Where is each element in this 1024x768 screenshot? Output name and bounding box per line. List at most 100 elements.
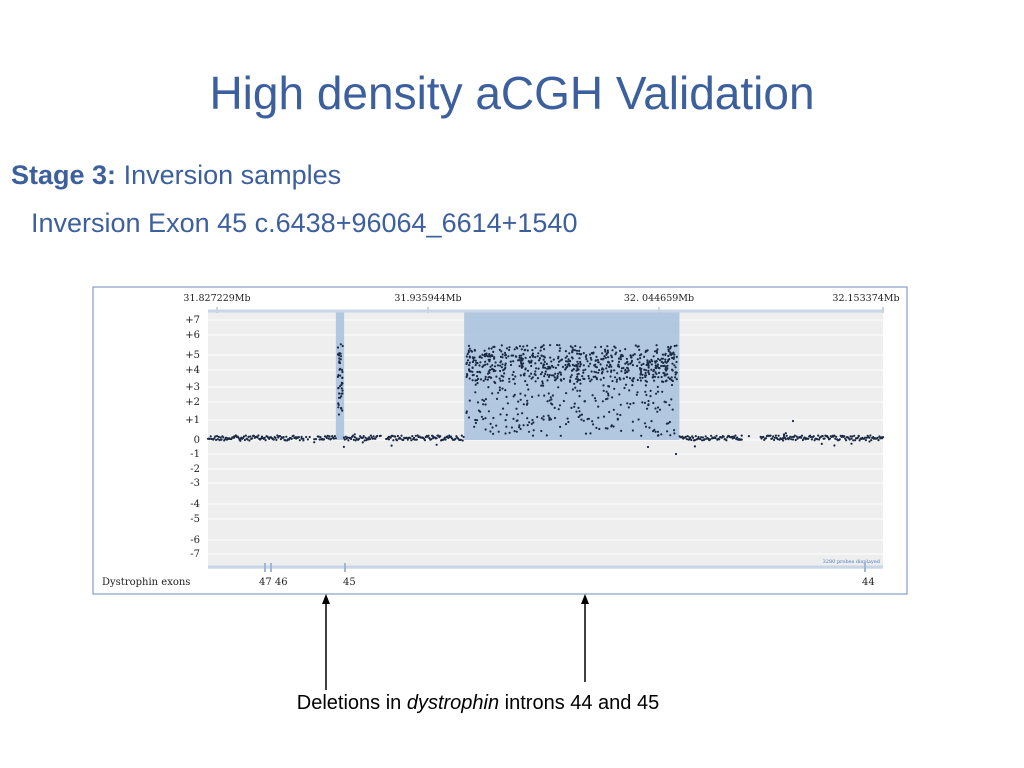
probe-point (598, 369, 601, 372)
probe-point (577, 379, 580, 382)
exon-markers (264, 563, 866, 572)
probe-point (540, 429, 543, 433)
probe-point (610, 369, 613, 372)
probe-point (484, 398, 487, 401)
probe-point (670, 383, 674, 387)
probe-point (647, 399, 650, 403)
probe-point (522, 373, 525, 376)
probe-point (487, 355, 490, 358)
probe-point (505, 347, 509, 350)
probe-point (468, 399, 471, 402)
probe-point (659, 359, 662, 362)
probe-point (654, 364, 657, 367)
probe-point (800, 434, 804, 437)
probe-point (489, 422, 492, 425)
probe-point (660, 380, 664, 383)
probe-point (347, 439, 350, 442)
probe-point (338, 361, 341, 364)
probe-point (557, 372, 560, 375)
probe-point (795, 435, 798, 438)
probe-point (689, 436, 692, 440)
probe-point (372, 435, 375, 438)
probe-point (640, 370, 643, 373)
probe-point (547, 375, 551, 378)
probe-point (300, 435, 303, 438)
probe-point (810, 438, 814, 441)
probe-point (415, 438, 418, 441)
probe-point (249, 435, 252, 438)
probe-point (638, 354, 642, 357)
probe-point (470, 350, 474, 353)
probe-point (534, 362, 537, 365)
y-tick-label: -7 (190, 549, 200, 560)
probe-point (339, 355, 343, 358)
probe-point (620, 429, 623, 432)
probe-point (410, 439, 413, 442)
probe-point (515, 430, 518, 433)
probe-point (475, 419, 479, 422)
probe-point (850, 437, 853, 440)
probe-point (709, 438, 712, 441)
probe-point (654, 361, 657, 364)
probe-point (560, 379, 563, 382)
probe-point (519, 398, 522, 401)
probe-point (414, 434, 417, 437)
probe-point (645, 393, 648, 397)
probe-point (494, 361, 497, 364)
probe-point (603, 348, 607, 351)
probe-point (483, 349, 486, 352)
probe-point (534, 356, 537, 359)
probe-point (620, 370, 623, 373)
probe-point (361, 436, 364, 439)
probe-point (601, 400, 605, 403)
probe-point (667, 376, 670, 379)
probe-point (657, 376, 660, 379)
probe-point (468, 377, 471, 380)
probe-point (278, 435, 282, 438)
probe-point (638, 361, 641, 364)
probe-point (584, 368, 587, 371)
probe-point (671, 369, 674, 372)
probe-point (546, 373, 549, 376)
probe-point (675, 360, 678, 364)
probe-point (341, 344, 344, 348)
probe-point (869, 434, 872, 437)
probe-point (239, 439, 242, 442)
probe-point (391, 434, 394, 437)
probe-point (495, 397, 499, 400)
probe-point (290, 437, 293, 440)
probe-point (606, 345, 609, 348)
caption-gene: dystrophin (406, 692, 500, 714)
probe-point (864, 439, 868, 442)
probe-point (602, 376, 605, 379)
probe-point (482, 364, 485, 367)
probe-point (487, 347, 491, 350)
probe-point (638, 348, 641, 351)
probe-point (633, 353, 636, 356)
probe-point (392, 439, 395, 442)
probe-point (498, 377, 501, 380)
probe-point (528, 375, 531, 378)
probe-point (328, 435, 331, 438)
probe-point (484, 417, 487, 420)
probe-point (437, 434, 440, 437)
probe-point (722, 435, 725, 438)
probe-point (476, 382, 479, 385)
probe-point (619, 403, 622, 406)
probe-point (492, 416, 495, 420)
probe-point (368, 436, 371, 439)
probe-point (553, 406, 556, 409)
probe-point (559, 371, 562, 374)
probe-point (264, 439, 267, 442)
probe-point (495, 375, 498, 378)
probe-point (570, 406, 573, 409)
probe-point (632, 402, 635, 405)
probe-point (306, 438, 309, 441)
probe-point (823, 437, 826, 440)
probe-point (540, 384, 543, 387)
probe-point (337, 413, 341, 416)
probe-point (302, 437, 305, 440)
probe-point (641, 401, 644, 404)
probe-point (454, 437, 457, 440)
probe-point (575, 364, 578, 367)
